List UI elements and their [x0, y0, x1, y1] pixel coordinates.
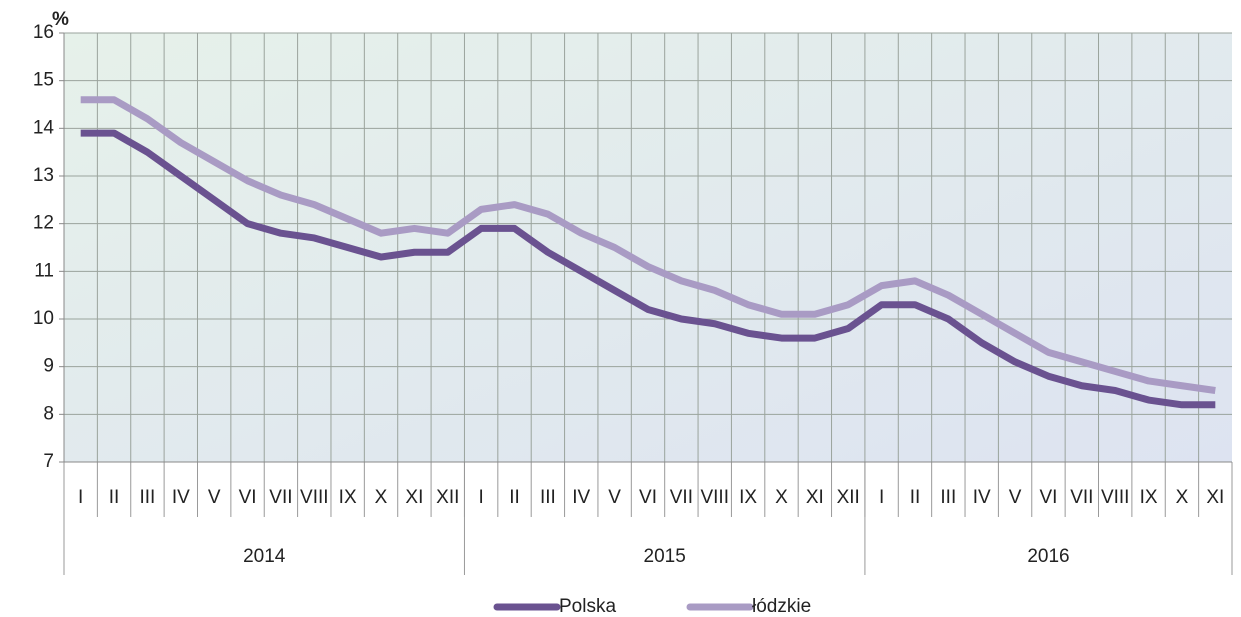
x-tick-label: VIII	[1101, 487, 1130, 508]
x-tick-label: I	[479, 487, 484, 508]
x-tick-label: VII	[269, 487, 292, 508]
x-tick-label: XI	[806, 487, 824, 508]
plot-area	[64, 33, 1232, 462]
y-tick-label: 14	[33, 117, 55, 138]
x-tick-label: IV	[172, 487, 190, 508]
x-tick-label: IX	[339, 487, 357, 508]
x-tick-label: X	[375, 487, 388, 508]
x-tick-label: III	[540, 487, 556, 508]
y-tick-label: 16	[33, 22, 54, 43]
x-tick-label: I	[879, 487, 884, 508]
x-tick-label: V	[208, 487, 221, 508]
x-tick-label: II	[109, 487, 120, 508]
y-tick-label: 10	[33, 308, 54, 329]
y-tick-label: 8	[43, 403, 54, 424]
x-tick-label: II	[910, 487, 921, 508]
x-tick-label: VIII	[700, 487, 729, 508]
x-tick-label: VIII	[300, 487, 329, 508]
x-tick-label: III	[140, 487, 156, 508]
y-tick-label: 13	[33, 165, 54, 186]
y-tick-label: 11	[34, 260, 54, 281]
x-tick-label: X	[775, 487, 788, 508]
y-tick-label: 7	[43, 451, 54, 472]
x-tick-label: IX	[739, 487, 757, 508]
x-tick-label: V	[608, 487, 621, 508]
legend-label: łódzkie	[752, 596, 811, 617]
y-tick-label: 9	[43, 356, 54, 377]
x-tick-label: II	[509, 487, 520, 508]
x-tick-label: VII	[1070, 487, 1093, 508]
x-tick-label: V	[1009, 487, 1022, 508]
y-tick-label: 12	[33, 213, 54, 234]
y-tick-label: 15	[33, 70, 54, 91]
x-tick-label: VI	[639, 487, 657, 508]
x-tick-label: III	[940, 487, 956, 508]
x-tick-label: VII	[670, 487, 693, 508]
line-series	[80, 96, 1216, 394]
x-tick-label: XII	[837, 487, 860, 508]
year-label: 2016	[1027, 546, 1069, 567]
y-axis-label: %	[52, 9, 69, 30]
x-tick-label: I	[78, 487, 83, 508]
year-label: 2015	[644, 546, 686, 567]
x-tick-label: XII	[436, 487, 459, 508]
x-tick-label: IV	[973, 487, 991, 508]
x-tick-label: VI	[1039, 487, 1057, 508]
x-tick-label: X	[1176, 487, 1189, 508]
x-tick-label: IX	[1140, 487, 1158, 508]
x-tick-label: IV	[572, 487, 590, 508]
legend-label: Polska	[559, 596, 616, 617]
line-series	[80, 129, 1216, 409]
x-tick-label: XI	[405, 487, 423, 508]
year-label: 2014	[243, 546, 286, 567]
x-tick-label: XI	[1206, 487, 1224, 508]
x-tick-label: VI	[239, 487, 257, 508]
